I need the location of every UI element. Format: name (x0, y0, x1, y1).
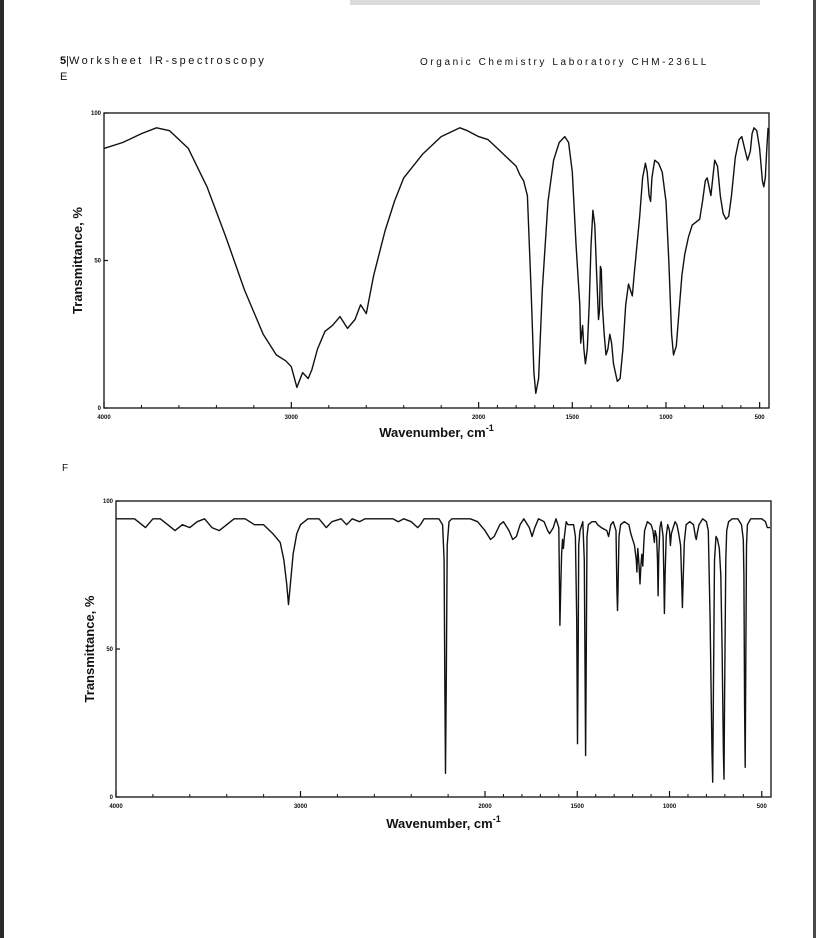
x-axis-label-f: Wavenumber, cm-1 (386, 814, 500, 831)
x-tick-label-e-2000: 2000 (472, 415, 486, 421)
y-tick-label-f-0: 0 (110, 795, 114, 801)
page-number: 5 (60, 55, 67, 67)
chart-f-label: F (62, 463, 69, 474)
x-tick-label-f-4000: 4000 (109, 804, 123, 810)
x-tick-label-f-1500: 1500 (571, 804, 585, 810)
x-tick-label-f-1000: 1000 (663, 804, 677, 810)
x-tick-label-f-2000: 2000 (478, 804, 492, 810)
header-left: 5|Worksheet IR-spectroscopy (60, 55, 266, 67)
y-tick-label-e-0: 0 (98, 406, 102, 412)
x-axis-label-e: Wavenumber, cm-1 (379, 423, 493, 440)
x-tick-label-f-500: 500 (757, 804, 768, 810)
x-tick-label-e-3000: 3000 (285, 415, 299, 421)
spectrum-line-e-0 (103, 127, 769, 394)
spectrum-line-f-0 (116, 518, 771, 783)
y-axis-label-e: Transmittance, % (70, 207, 85, 314)
course-title: Organic Chemistry Laboratory CHM-236LL (420, 57, 709, 68)
x-axis-label-text-e: Wavenumber, cm (379, 425, 485, 440)
scan-edge-left (0, 0, 4, 938)
y-tick-label-f-100: 100 (103, 499, 114, 505)
x-axis-label-text-f: Wavenumber, cm (386, 816, 492, 831)
scan-top-shadow (350, 0, 760, 5)
header-separator: | (66, 55, 69, 67)
x-tick-label-e-500: 500 (755, 415, 766, 421)
x-tick-label-f-3000: 3000 (294, 804, 308, 810)
x-axis-label-superscript-f: -1 (493, 814, 501, 824)
chart-e-label: E (60, 71, 68, 83)
x-tick-label-e-4000: 4000 (97, 415, 111, 421)
x-tick-label-e-1000: 1000 (659, 415, 673, 421)
scan-edge-right (813, 0, 816, 938)
x-tick-label-e-1500: 1500 (566, 415, 580, 421)
worksheet-title: Worksheet IR-spectroscopy (68, 55, 267, 67)
y-tick-label-e-50: 50 (94, 259, 101, 265)
y-tick-label-f-50: 50 (106, 647, 113, 653)
x-axis-label-superscript-e: -1 (486, 423, 494, 433)
y-tick-label-e-100: 100 (91, 111, 102, 117)
y-axis-label-f: Transmittance, % (82, 595, 97, 702)
